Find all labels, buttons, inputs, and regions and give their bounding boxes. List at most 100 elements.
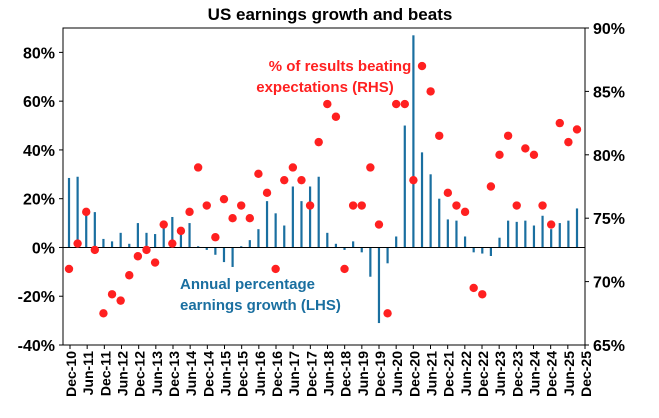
x-tick-label: Dec-12 [132,351,148,397]
scatter-point [133,252,143,261]
scatter-point [202,201,211,210]
bar [179,232,183,248]
scatter-point [185,207,194,217]
scatter-point [228,214,237,223]
scatter-point [297,175,306,185]
bar [438,198,441,248]
bar [171,216,174,248]
scatter-point [254,169,263,179]
x-tick-label: Jun-13 [149,351,165,396]
bar [575,208,579,248]
x-tick-label: Dec-13 [166,351,182,397]
chart-title: US earnings growth and beats [208,5,453,24]
scatter-point [443,188,453,198]
bar [498,237,501,248]
x-tick-label: Dec-17 [303,351,319,397]
x-tick-label: Dec-19 [372,351,388,397]
scatter-point [245,214,255,223]
bar [463,236,467,248]
scatter-series-label: % of results beating expectations (RHS) [256,58,411,96]
bar [507,220,510,248]
bar [317,176,320,248]
x-tick-label: Dec-20 [406,351,422,397]
x-tick-label: Dec-15 [235,351,251,397]
right-tick-label: 65% [593,338,625,355]
x-tick-label: Dec-22 [475,351,491,397]
bar [429,174,432,248]
scatter-point [486,182,496,191]
scatter-point [159,220,168,229]
scatter-point [495,150,504,159]
bar [308,186,312,248]
bar-series-label: Annual percentage earnings growth (LHS) [180,276,341,314]
scatter-point [529,150,539,159]
bar [128,243,131,248]
x-tick-label: Dec-10 [63,351,79,397]
bar [343,247,346,250]
scatter-point [168,239,177,248]
scatter-series [64,61,582,318]
x-tick-label: Jun-14 [183,351,199,396]
bar [231,247,234,267]
scatter-point [546,220,556,229]
x-tick-label: Dec-16 [269,351,285,397]
scatter-point [219,194,229,204]
scatter-point [323,99,332,109]
scatter-label-line-2: expectations (RHS) [256,79,394,96]
bar [446,219,449,248]
scatter-point [116,296,125,305]
x-tick-label: Dec-18 [338,351,354,397]
right-tick-label: 70% [593,275,625,292]
bar [188,223,191,248]
right-tick-label: 90% [593,21,625,38]
bar [472,247,475,253]
scatter-point [90,245,100,255]
bar [119,232,122,248]
bar-label-line-2: earnings growth (LHS) [180,297,341,314]
scatter-point [288,163,298,172]
scatter-point [564,137,573,147]
bar [283,225,286,248]
bar [334,243,338,248]
scatter-point [82,207,91,217]
bar [205,247,208,250]
scatter-point [280,175,289,185]
x-tick-label: Jun-25 [561,351,577,396]
right-tick-label: 85% [593,84,625,101]
x-tick-label: Jun-19 [355,351,371,396]
scatter-point [538,201,547,210]
bar [532,225,536,248]
scatter-point [271,264,280,274]
left-tick-label: 20% [23,192,55,209]
scatter-point [572,125,582,134]
scatter-point [426,87,435,96]
bar [369,247,372,277]
scatter-point [383,309,392,318]
scatter-point [400,99,409,109]
bar [67,177,71,248]
scatter-point [374,220,384,229]
bar [85,208,88,248]
scatter-point [417,61,427,71]
bar [352,241,355,248]
right-tick-label: 80% [593,148,625,165]
scatter-point [314,137,323,147]
bar [558,223,561,248]
bar [240,246,243,248]
scatter-point [125,271,134,280]
x-tick-label: Dec-11 [97,351,113,396]
bar-series [67,35,579,324]
x-tick-label: Jun-17 [286,351,302,396]
scatter-point [142,245,151,255]
x-tick-label: Jun-24 [527,351,543,396]
bar [291,186,294,248]
left-axis: 80% 60% 40% 20% 0% -20% -40% [18,45,63,355]
bar [420,152,424,248]
x-tick-label: Jun-18 [321,351,337,396]
scatter-point [340,264,349,274]
scatter-point [478,290,487,299]
bar [515,221,518,248]
scatter-label-line-1: % of results beating [269,58,412,75]
x-tick-label: Jun-20 [389,351,405,396]
